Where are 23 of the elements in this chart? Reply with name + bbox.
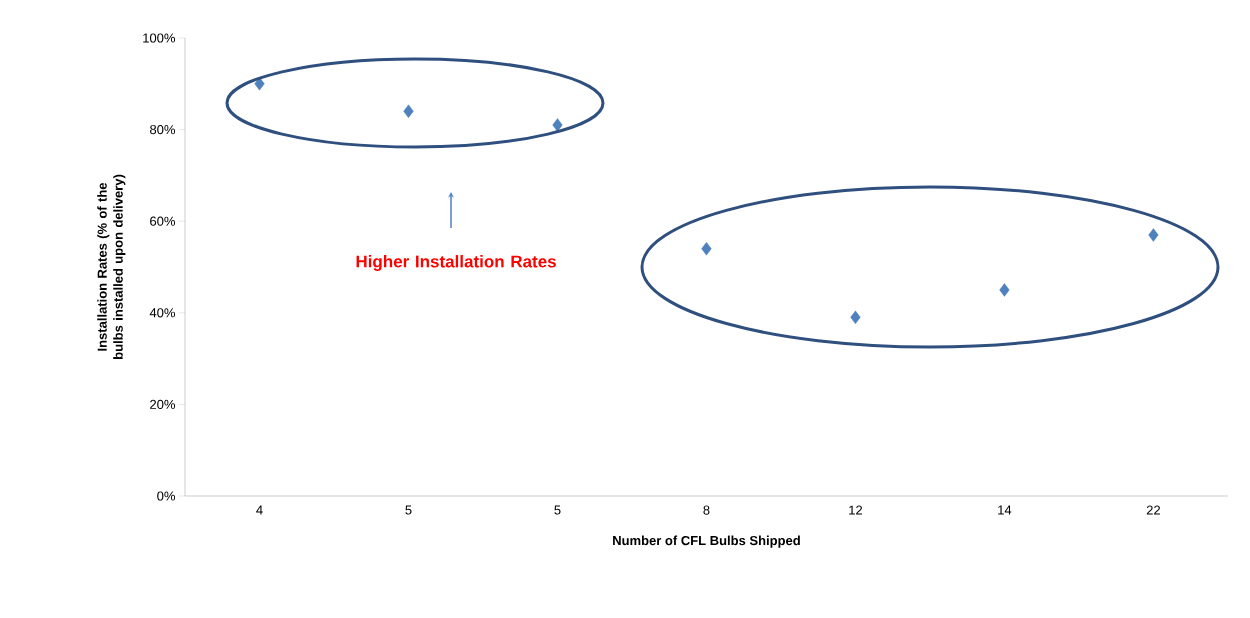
x-tick-label: 5	[405, 505, 412, 515]
point	[403, 104, 414, 118]
y-tick-label: 20%	[150, 399, 176, 409]
point	[254, 77, 265, 91]
y-tick-label: 60%	[150, 216, 176, 226]
annotation: Higher Installation Rates	[356, 255, 556, 271]
y-tick-label: 100%	[143, 33, 176, 43]
point	[999, 283, 1010, 297]
x-tick-label: 14	[998, 505, 1012, 515]
point	[1148, 228, 1159, 242]
y-tick-label: 0%	[157, 491, 176, 501]
y-axis-title: Installation Rates (% of the bulbs installed upon delivery)	[97, 174, 126, 359]
x-tick-label: 12	[849, 505, 863, 515]
x-axis-title: Number of CFL Bulbs Shipped	[613, 535, 800, 548]
x-tick-label: 22	[1146, 505, 1160, 515]
y-tick-label: 80%	[150, 124, 176, 135]
x-tick-label: 4	[256, 505, 263, 515]
point	[850, 310, 861, 325]
x-tick-label: 8	[703, 505, 710, 515]
y-tick-label: 40%	[149, 308, 176, 318]
point	[552, 118, 563, 132]
x-tick-label: 5	[554, 505, 561, 515]
point	[701, 241, 712, 256]
